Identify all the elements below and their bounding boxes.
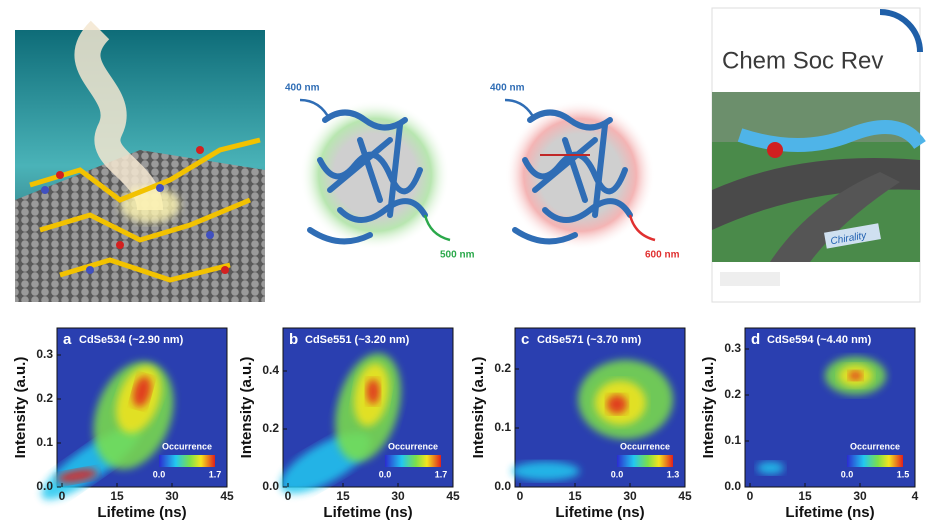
heatmap-panel: c CdSe571 (~3.70 nm) 0.0 0.1 0.2 0 15 30 45 Lifet… bbox=[470, 327, 692, 521]
emission-label: 600 nm bbox=[645, 250, 680, 261]
colorbar-max: 1.7 bbox=[209, 469, 222, 479]
colorbar-max: 1.7 bbox=[435, 469, 448, 479]
x-tick-label: 45 bbox=[446, 489, 460, 503]
colorbar-title: Occurrence bbox=[388, 441, 438, 451]
colorbar bbox=[159, 455, 215, 467]
x-tick-label: 30 bbox=[391, 489, 405, 503]
excitation-label: 400 nm bbox=[490, 83, 525, 94]
panel-letter: b bbox=[289, 331, 298, 348]
colorbar bbox=[847, 455, 903, 467]
x-tick-label: 0 bbox=[747, 489, 754, 503]
y-axis-label: Intensity (a.u.) bbox=[12, 357, 29, 459]
panel-title: CdSe594 (~4.40 nm) bbox=[767, 334, 872, 346]
journal-title: Chem Soc Rev bbox=[722, 47, 883, 74]
x-tick-label: 15 bbox=[336, 489, 350, 503]
y-tick-label: 0.2 bbox=[262, 421, 279, 435]
colorbar-title: Occurrence bbox=[162, 441, 212, 451]
density-region bbox=[511, 461, 580, 481]
x-axis-label: Lifetime (ns) bbox=[785, 504, 874, 521]
density-region bbox=[132, 376, 152, 408]
y-tick-label: 0.1 bbox=[36, 435, 53, 449]
colorbar-title: Occurrence bbox=[850, 441, 900, 451]
colorbar-max: 1.3 bbox=[667, 469, 680, 479]
panel-letter: a bbox=[63, 331, 72, 348]
x-tick-label: 4 bbox=[912, 489, 919, 503]
x-tick-label: 0 bbox=[285, 489, 292, 503]
panel-title: CdSe551 (~3.20 nm) bbox=[305, 334, 410, 346]
x-tick-label: 30 bbox=[853, 489, 867, 503]
density-region bbox=[756, 461, 785, 475]
y-tick-label: 0.1 bbox=[494, 420, 511, 434]
colorbar-min: 0.0 bbox=[153, 469, 166, 479]
excitation-label: 400 nm bbox=[285, 83, 320, 94]
x-tick-label: 30 bbox=[165, 489, 179, 503]
x-tick-label: 15 bbox=[798, 489, 812, 503]
heatmap-panel: a CdSe534 (~2.90 nm) 0.0 0.1 0.2 0.3 0 15 30 45 Li… bbox=[12, 327, 234, 521]
y-tick-label: 0.4 bbox=[262, 363, 279, 377]
density-region bbox=[366, 378, 380, 405]
heatmap-panel: b CdSe551 (~3.20 nm) 0.0 0.2 0.4 0 15 30 45 Lifet… bbox=[238, 327, 460, 521]
journal-cover: Chem Soc Rev Chirality bbox=[711, 7, 926, 303]
colorbar bbox=[617, 455, 673, 467]
panel-letter: c bbox=[521, 331, 529, 348]
y-tick-label: 0.0 bbox=[724, 479, 741, 493]
x-axis-label: Lifetime (ns) bbox=[555, 504, 644, 521]
plot-area bbox=[744, 327, 916, 488]
panel-title: CdSe534 (~2.90 nm) bbox=[79, 334, 184, 346]
x-tick-label: 0 bbox=[517, 489, 524, 503]
colorbar-max: 1.5 bbox=[897, 469, 910, 479]
colorbar-min: 0.0 bbox=[611, 469, 624, 479]
y-tick-label: 0.2 bbox=[36, 391, 53, 405]
y-tick-label: 0.0 bbox=[36, 479, 53, 493]
colorbar-min: 0.0 bbox=[841, 469, 854, 479]
x-tick-label: 15 bbox=[110, 489, 124, 503]
y-tick-label: 0.2 bbox=[724, 387, 741, 401]
y-axis-label: Intensity (a.u.) bbox=[700, 357, 717, 459]
y-tick-label: 0.1 bbox=[724, 433, 741, 447]
x-tick-label: 45 bbox=[678, 489, 692, 503]
y-tick-label: 0.2 bbox=[494, 361, 511, 375]
colorbar-title: Occurrence bbox=[620, 441, 670, 451]
density-region bbox=[606, 394, 628, 414]
y-tick-label: 0.0 bbox=[262, 479, 279, 493]
density-region bbox=[57, 468, 98, 484]
y-axis-label: Intensity (a.u.) bbox=[238, 357, 255, 459]
y-tick-label: 0.0 bbox=[494, 479, 511, 493]
y-tick-label: 0.3 bbox=[724, 341, 741, 355]
x-tick-label: 30 bbox=[623, 489, 637, 503]
x-tick-label: 15 bbox=[568, 489, 582, 503]
panel-letter: d bbox=[751, 331, 760, 348]
protein-red: 400 nm 600 nm bbox=[490, 83, 680, 261]
y-axis-label: Intensity (a.u.) bbox=[470, 357, 487, 459]
colorbar-min: 0.0 bbox=[379, 469, 392, 479]
x-tick-label: 45 bbox=[220, 489, 234, 503]
panel-title: CdSe571 (~3.70 nm) bbox=[537, 334, 642, 346]
x-axis-label: Lifetime (ns) bbox=[97, 504, 186, 521]
protein-green: 400 nm 500 nm bbox=[285, 83, 475, 261]
heatmap-panel: d CdSe594 (~4.40 nm) 0.0 0.1 0.2 0.3 0 15 30 4 Lif… bbox=[700, 327, 919, 521]
y-tick-label: 0.3 bbox=[36, 347, 53, 361]
surface-illustration bbox=[15, 20, 265, 302]
emission-label: 500 nm bbox=[440, 250, 475, 261]
colorbar bbox=[385, 455, 441, 467]
density-region bbox=[848, 370, 863, 381]
x-tick-label: 0 bbox=[59, 489, 66, 503]
x-axis-label: Lifetime (ns) bbox=[323, 504, 412, 521]
